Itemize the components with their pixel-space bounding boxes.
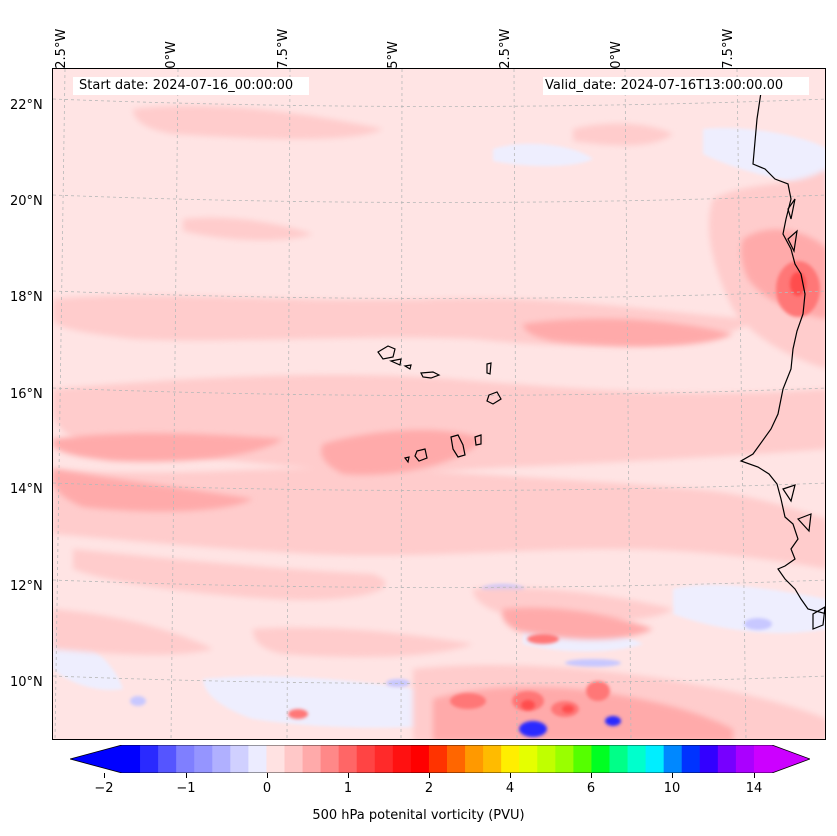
- colorbar-tick-label: 6: [586, 781, 596, 796]
- island-boa-vista: [486, 391, 502, 405]
- colorbar-cell: [753, 745, 773, 773]
- colorbar-tickmark: [104, 773, 105, 778]
- start-date-label: Start date: 2024-07-16_00:00:00: [73, 77, 309, 95]
- island-maio: [474, 434, 482, 446]
- colorbar-cells: [122, 745, 773, 773]
- colorbar-cell: [573, 745, 593, 773]
- pv-field: [53, 69, 825, 739]
- colorbar-tick-label: −1: [176, 781, 196, 796]
- island-sao-nicolau: [420, 371, 441, 379]
- colorbar-outline: [70, 745, 810, 773]
- colorbar-tickmark: [267, 773, 268, 778]
- coastlines: [739, 78, 825, 630]
- colorbar-tickmark: [754, 773, 755, 778]
- colorbar-cell: [627, 745, 647, 773]
- colorbar-cell: [537, 745, 556, 773]
- colorbar-cell: [519, 745, 538, 773]
- colorbar-tickmark: [510, 773, 511, 778]
- cape-verde-islands: [377, 345, 502, 464]
- island-fogo: [414, 448, 428, 462]
- colorbar-cell: [212, 745, 231, 773]
- colorbar-cell: [176, 745, 195, 773]
- valid-date-label: Valid_date: 2024-07-16T13:00:00.00: [543, 77, 809, 95]
- colorbar-cell: [609, 745, 629, 773]
- colorbar-extend-min-arrow: [70, 745, 122, 773]
- colorbar-cell: [699, 745, 719, 773]
- colorbar-cell: [447, 745, 466, 773]
- colorbar-tick-label: 2: [424, 781, 434, 796]
- colorbar-tickmark: [186, 773, 187, 778]
- colorbar-cell: [681, 745, 701, 773]
- colorbar-cell: [356, 745, 376, 773]
- colorbar-cell: [158, 745, 177, 773]
- colorbar-tickmark: [429, 773, 430, 778]
- lat-label-12n: 12°N: [10, 579, 43, 594]
- island-brava: [403, 456, 410, 464]
- colorbar-label: 500 hPa potenital vorticity (PVU): [312, 808, 525, 823]
- lat-label-16n: 16°N: [10, 387, 43, 402]
- lat-label-18n: 18°N: [10, 290, 43, 305]
- colorbar-tickmark: [591, 773, 592, 778]
- colorbar-cell: [266, 745, 286, 773]
- colorbar-tick-label: −2: [94, 781, 114, 796]
- lat-label-14n: 14°N: [10, 482, 43, 497]
- field-high-pv-spots: [288, 261, 820, 719]
- colorbar-cell: [140, 745, 159, 773]
- colorbar-tickmark: [672, 773, 673, 778]
- island-santiago: [450, 434, 466, 458]
- lat-label-10n: 10°N: [10, 675, 43, 690]
- island-santo-antao: [377, 345, 396, 360]
- colorbar-cell: [465, 745, 484, 773]
- colorbar-cell: [374, 745, 394, 773]
- colorbar-tick-label: 4: [505, 781, 515, 796]
- colorbar-cell: [663, 745, 683, 773]
- map-gridlines: [53, 69, 825, 739]
- colorbar-cell: [320, 745, 340, 773]
- colorbar-cell: [248, 745, 268, 773]
- colorbar-cell: [591, 745, 611, 773]
- island-sal: [486, 362, 492, 375]
- colorbar-cell: [338, 745, 358, 773]
- colorbar-tick-label: 10: [663, 781, 681, 796]
- island-santa-luzia: [403, 364, 412, 370]
- colorbar-cell: [428, 745, 448, 773]
- colorbar-cell: [284, 745, 304, 773]
- field-minimum-pv-spot: [519, 716, 621, 737]
- colorbar-tick-label: 0: [262, 781, 272, 796]
- colorbar-cell: [501, 745, 520, 773]
- colorbar-cell: [122, 745, 141, 773]
- colorbar-cell: [410, 745, 430, 773]
- colorbar-cell: [302, 745, 322, 773]
- colorbar-cell: [717, 745, 737, 773]
- colorbar-cell: [230, 745, 249, 773]
- colorbar-cell: [194, 745, 213, 773]
- colorbar-tickmark: [348, 773, 349, 778]
- colorbar-tick-label: 1: [343, 781, 353, 796]
- colorbar-extend-max-arrow: [772, 745, 810, 773]
- colorbar-tick-label: 14: [745, 781, 763, 796]
- colorbar-cell: [735, 745, 755, 773]
- colorbar-cell: [483, 745, 502, 773]
- lat-label-20n: 20°N: [10, 194, 43, 209]
- lat-label-22n: 22°N: [10, 98, 43, 113]
- colorbar-cell: [555, 745, 574, 773]
- map-frame: Start date: 2024-07-16_00:00:00 Valid_da…: [52, 68, 826, 740]
- colorbar-cell: [645, 745, 665, 773]
- colorbar: [70, 745, 810, 773]
- island-sao-vicente: [389, 358, 402, 366]
- colorbar-cell: [392, 745, 412, 773]
